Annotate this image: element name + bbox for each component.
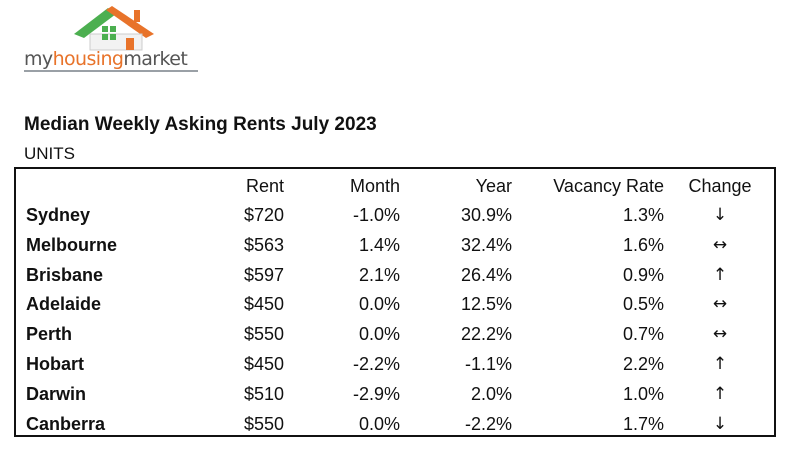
logo-word-market: market [123, 48, 188, 70]
arrow-left-right-icon: ↔ [712, 294, 728, 315]
rents-table: Rent Month Year Vacancy Rate Change Sydney $72… [14, 167, 776, 437]
cell-month: 0.0% [358, 294, 400, 315]
table-row: Adelaide $450 0.0% 12.5% 0.5% ↔ [16, 169, 774, 435]
cell-vacancy: 1.0% [622, 383, 664, 404]
cell-vacancy: 1.3% [622, 205, 664, 225]
cell-year: 22.2% [460, 324, 512, 345]
table-row: Melbourne $563 1.4% 32.4% 1.6% ↔ [16, 169, 774, 435]
page-subtitle: UNITS [24, 144, 75, 163]
house-logo-icon [74, 6, 154, 51]
cell-month: 1.4% [358, 234, 400, 255]
cell-rent: $597 [243, 264, 284, 285]
cell-vacancy: 0.7% [622, 324, 664, 345]
cell-vacancy: 1.6% [622, 234, 664, 255]
arrow-down-icon: ↓ [712, 413, 728, 434]
cell-month: -1.0% [352, 205, 400, 225]
cell-vacancy: 0.9% [622, 264, 664, 285]
table-row: Darwin $510 -2.9% 2.0% 1.0% ↑ [16, 169, 774, 435]
cell-vacancy: 0.5% [622, 294, 664, 315]
cell-rent: $550 [243, 413, 284, 434]
cell-month: 2.1% [358, 264, 400, 285]
arrow-left-right-icon: ↔ [712, 234, 728, 255]
logo-rule [24, 70, 198, 72]
logo-word-my: my [24, 48, 53, 70]
cell-month: -2.9% [352, 383, 400, 404]
cell-rent: $563 [243, 234, 284, 255]
arrow-down-icon: ↓ [712, 205, 728, 225]
table-row: Sydney $720 -1.0% 30.9% 1.3% ↓ [16, 169, 774, 435]
cell-rent: $450 [243, 294, 284, 315]
cell-month: -2.2% [352, 354, 400, 374]
cell-rent: $510 [243, 383, 284, 404]
cell-city: Hobart [26, 354, 84, 374]
cell-year: 32.4% [460, 234, 512, 255]
column-header-month: Month [349, 176, 400, 196]
column-header-vacancy: Vacancy Rate [553, 176, 664, 196]
table-row: Perth $550 0.0% 22.2% 0.7% ↔ [16, 169, 774, 435]
cell-year: -2.2% [464, 413, 512, 434]
cell-rent: $550 [243, 324, 284, 345]
arrow-left-right-icon: ↔ [712, 324, 728, 345]
column-header-rent: Rent [245, 176, 284, 196]
table-row: Brisbane $597 2.1% 26.4% 0.9% ↑ [16, 169, 774, 435]
arrow-up-icon: ↑ [712, 354, 728, 374]
arrow-up-icon: ↑ [712, 264, 728, 285]
cell-month: 0.0% [358, 324, 400, 345]
cell-city: Melbourne [26, 234, 118, 255]
cell-city: Perth [26, 324, 73, 345]
column-header-year: Year [475, 176, 512, 196]
cell-city: Sydney [26, 205, 91, 225]
table-row: Canberra $550 0.0% -2.2% 1.7% ↓ [16, 169, 774, 435]
cell-city: Adelaide [26, 294, 102, 315]
logo-word-housing: housing [52, 48, 124, 70]
cell-city: Darwin [26, 383, 87, 404]
cell-year: 26.4% [460, 264, 512, 285]
cell-city: Brisbane [26, 264, 104, 285]
column-header-change: Change [688, 176, 752, 196]
cell-rent: $720 [243, 205, 284, 225]
logo-wordmark: myhousingmarket [24, 48, 188, 70]
logo: myhousingmarket [22, 4, 202, 78]
arrow-up-icon: ↑ [712, 383, 728, 404]
cell-city: Canberra [26, 413, 106, 434]
cell-vacancy: 2.2% [622, 354, 664, 374]
cell-year: 30.9% [460, 205, 512, 225]
cell-vacancy: 1.7% [622, 413, 664, 434]
cell-year: 12.5% [460, 294, 512, 315]
cell-year: -1.1% [464, 354, 512, 374]
cell-month: 0.0% [358, 413, 400, 434]
page-title: Median Weekly Asking Rents July 2023 [24, 114, 377, 135]
cell-year: 2.0% [470, 383, 512, 404]
table-row: Hobart $450 -2.2% -1.1% 2.2% ↑ [16, 169, 774, 435]
cell-rent: $450 [243, 354, 284, 374]
